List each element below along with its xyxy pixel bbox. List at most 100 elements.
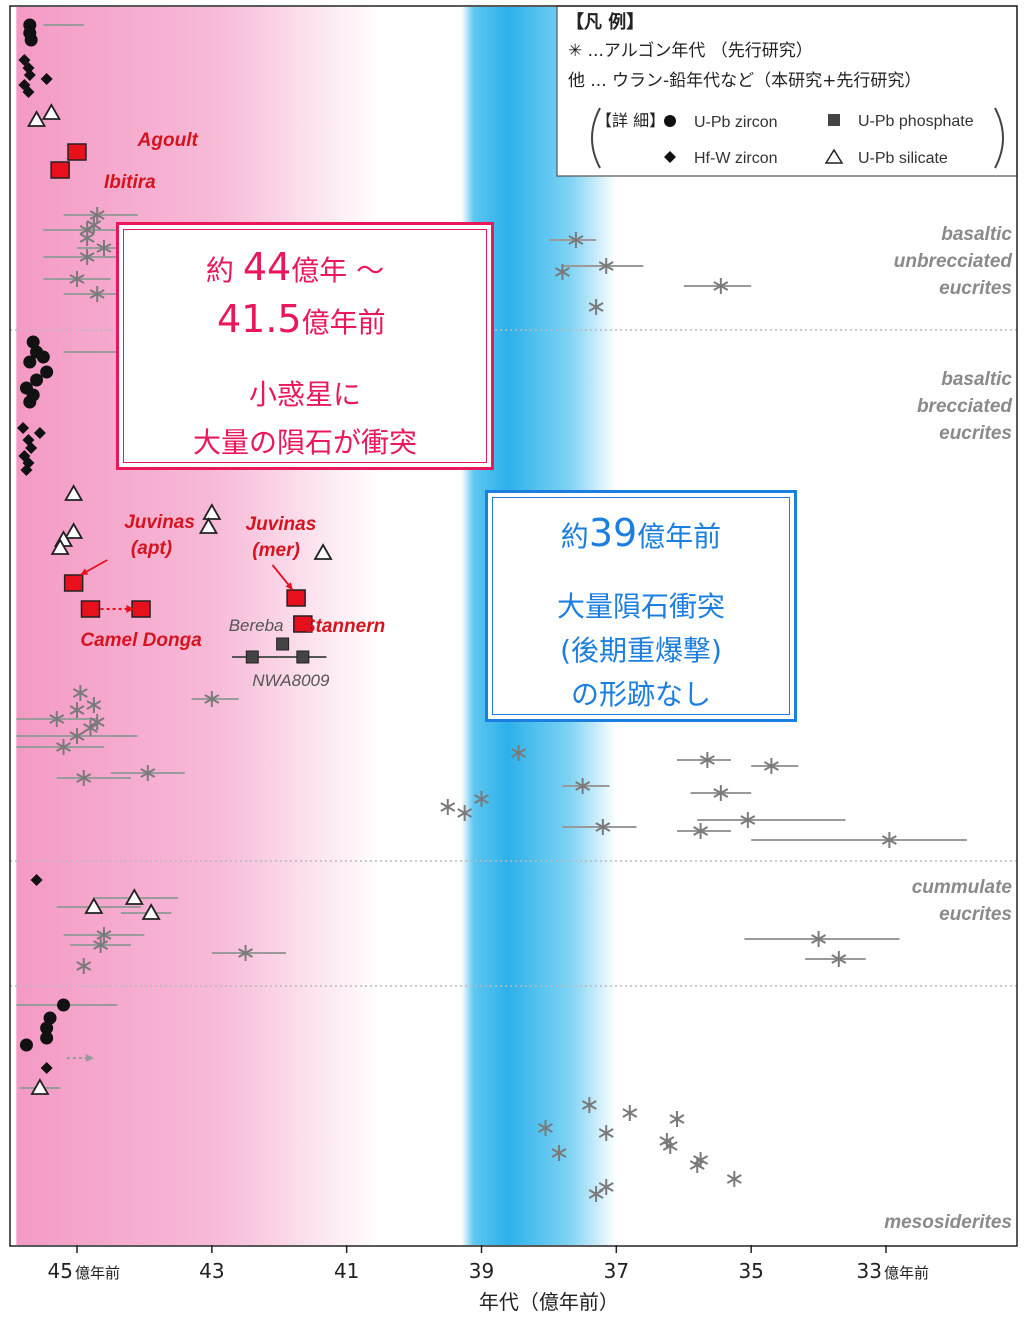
callout-number: 39: [588, 511, 638, 555]
hf-w-zircon-point: [33, 427, 46, 439]
u-pb-silicate-point: [198, 517, 219, 534]
u-pb-phosphate-point-red: [80, 600, 101, 618]
x-tick-label: 45: [48, 1259, 73, 1283]
x-tick-unit: 億年前: [884, 1264, 929, 1282]
group-label: eucrites: [939, 278, 1012, 299]
ar-ar-age-point: [669, 1111, 685, 1127]
sample-label: Juvinas: [124, 512, 195, 533]
callout-line-3: 小惑星に: [248, 378, 361, 411]
group-label: basaltic: [941, 369, 1012, 390]
callout-line-4: 大量の隕石が衝突: [192, 426, 417, 459]
ar-ar-age-point: [693, 823, 709, 839]
pink-band: [16, 7, 381, 1245]
u-pb-zircon-point: [23, 395, 37, 409]
ar-ar-age-point: [713, 785, 729, 801]
asterisk-stroke: [89, 717, 105, 727]
sample-label: Camel Donga: [80, 630, 202, 651]
u-pb-zircon-point: [40, 1021, 54, 1035]
asterisk-stroke: [79, 233, 95, 243]
u-pb-silicate-point: [64, 522, 84, 539]
ar-ar-age-point: [588, 299, 604, 315]
asterisk-stroke: [831, 954, 847, 964]
asterisk-stroke: [763, 761, 779, 771]
x-tick-label: 41: [334, 1259, 359, 1283]
u-pb-zircon-point: [30, 373, 44, 387]
ar-ar-age-point: [96, 927, 112, 943]
asterisk-stroke: [69, 705, 85, 715]
legend-paren-left: [591, 107, 601, 169]
u-pb-phosphate-point-red: [131, 600, 151, 618]
ar-ar-age-point: [662, 1138, 678, 1154]
ar-ar-age-point: [713, 278, 729, 294]
u-pb-zircon-point: [40, 365, 54, 379]
asterisk-stroke: [588, 302, 604, 312]
ar-ar-age-point: [238, 945, 253, 961]
legend: 【凡 例】 ✳ ...アルゴン年代 （先行研究） 他 ... ウラン-鉛年代など（本…: [556, 5, 1018, 177]
ar-ar-age-point: [89, 207, 105, 223]
asterisk-stroke: [551, 1148, 567, 1158]
ar-ar-age-point: [83, 720, 98, 736]
group-label: eucrites: [939, 423, 1012, 444]
hf-w-zircon-point: [17, 422, 30, 434]
ar-ar-age-point: [140, 765, 156, 781]
u-pb-phosphate-point: [245, 650, 259, 664]
ar-ar-age-point: [76, 770, 92, 786]
callout-impact-period: 約 44億年 ～ 41.5億年前 小惑星に 大量の隕石が衝突: [116, 222, 494, 470]
hf-w-zircon-point: [40, 1062, 53, 1074]
u-pb-phosphate-point-red: [286, 589, 306, 607]
ar-ar-age-point: [69, 702, 85, 718]
asterisk-stroke: [881, 835, 897, 845]
u-pb-zircon-point: [40, 1031, 54, 1045]
ar-ar-age-point: [554, 264, 570, 280]
ar-ar-age-point: [72, 685, 88, 701]
sample-label: (apt): [131, 538, 172, 559]
u-pb-zircon-point: [43, 1011, 57, 1025]
asterisk-stroke: [595, 822, 611, 832]
asterisk-stroke: [726, 1174, 742, 1184]
ar-ar-age-point: [726, 1171, 742, 1187]
asterisk-stroke: [713, 281, 729, 291]
asterisk-stroke: [56, 742, 71, 752]
legend-marker-circle: [664, 115, 676, 127]
sample-label: NWA8009: [252, 671, 330, 690]
ar-ar-age-point: [440, 799, 456, 815]
ar-ar-age-point: [581, 1097, 597, 1113]
asterisk-stroke: [474, 794, 489, 804]
asterisk-stroke: [693, 1155, 709, 1165]
asterisk-stroke: [581, 1100, 597, 1110]
callout-line-4: の形跡なし: [570, 678, 711, 711]
hf-w-zircon-point: [30, 874, 43, 886]
group-label: brecciated: [917, 396, 1012, 417]
asterisk-stroke: [693, 826, 709, 836]
hf-w-zircon-point: [22, 86, 35, 98]
legend-marker-square: [828, 114, 840, 126]
ar-ar-age-point: [79, 249, 95, 265]
x-tick-label: 37: [604, 1259, 629, 1283]
ar-ar-age-point: [457, 805, 473, 821]
asterisk-stroke: [96, 243, 112, 253]
asterisk-stroke: [96, 930, 112, 940]
ar-ar-age-point: [598, 1179, 614, 1195]
u-pb-silicate-point: [124, 888, 144, 905]
asterisk-stroke: [440, 802, 456, 812]
asterisk-stroke: [699, 755, 715, 765]
ar-ar-age-point: [86, 697, 102, 713]
ar-ar-age-point: [595, 819, 611, 835]
sample-label: (mer): [252, 540, 300, 561]
asterisk-stroke: [740, 815, 756, 825]
asterisk-stroke: [713, 788, 729, 798]
ar-ar-age-point: [96, 240, 112, 256]
asterisk-stroke: [72, 688, 88, 698]
data-markers: [17, 18, 897, 1202]
callout-no-lhb: 約39億年前 大量隕石衝突 (後期重爆撃) の形跡なし: [485, 490, 797, 722]
legend-title: 【凡 例】: [566, 11, 644, 33]
plot-frame: [9, 5, 1018, 1247]
legend-marker-diamond: [664, 151, 676, 163]
ar-ar-age-point: [79, 230, 95, 246]
dotted-arrow-head: [126, 605, 135, 613]
group-label: mesosiderites: [884, 1212, 1012, 1233]
callout-number: 41.5: [217, 297, 302, 341]
legend-item-label: Hf-W zircon: [694, 150, 778, 167]
group-label: unbrecciated: [894, 251, 1013, 272]
